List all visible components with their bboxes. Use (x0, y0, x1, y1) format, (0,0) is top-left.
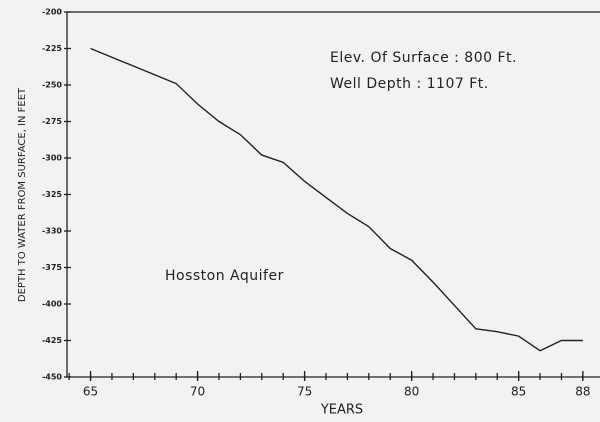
y-tick-label: -325 (42, 190, 62, 199)
x-tick-label: 75 (297, 385, 312, 399)
annotation: Elev. Of Surface : 800 Ft. (330, 50, 517, 66)
y-tick-label: -425 (42, 336, 62, 345)
y-tick-label: -400 (42, 300, 62, 309)
x-tick-label: 80 (404, 385, 419, 399)
y-axis-label: DEPTH TO WATER FROM SURFACE, IN FEET (17, 87, 28, 302)
y-tick-label: -250 (42, 81, 62, 90)
x-tick-label: 88 (575, 385, 590, 399)
x-axis-label: YEARS (320, 403, 363, 418)
y-tick-label: -330 (42, 227, 62, 236)
annotation: Well Depth : 1107 Ft. (330, 76, 489, 92)
y-tick-label: -200 (42, 8, 62, 17)
y-tick-label: -275 (42, 117, 62, 126)
x-tick-label: 70 (190, 385, 205, 399)
y-tick-label: -300 (42, 154, 62, 163)
x-tick-label: 85 (511, 385, 526, 399)
y-tick-label: -450 (42, 373, 62, 382)
y-tick-label: -225 (42, 44, 62, 53)
y-tick-label: -375 (42, 263, 62, 272)
annotation: Hosston Aquifer (165, 268, 284, 284)
data-line (90, 47, 583, 352)
x-tick-label: 65 (83, 385, 98, 399)
